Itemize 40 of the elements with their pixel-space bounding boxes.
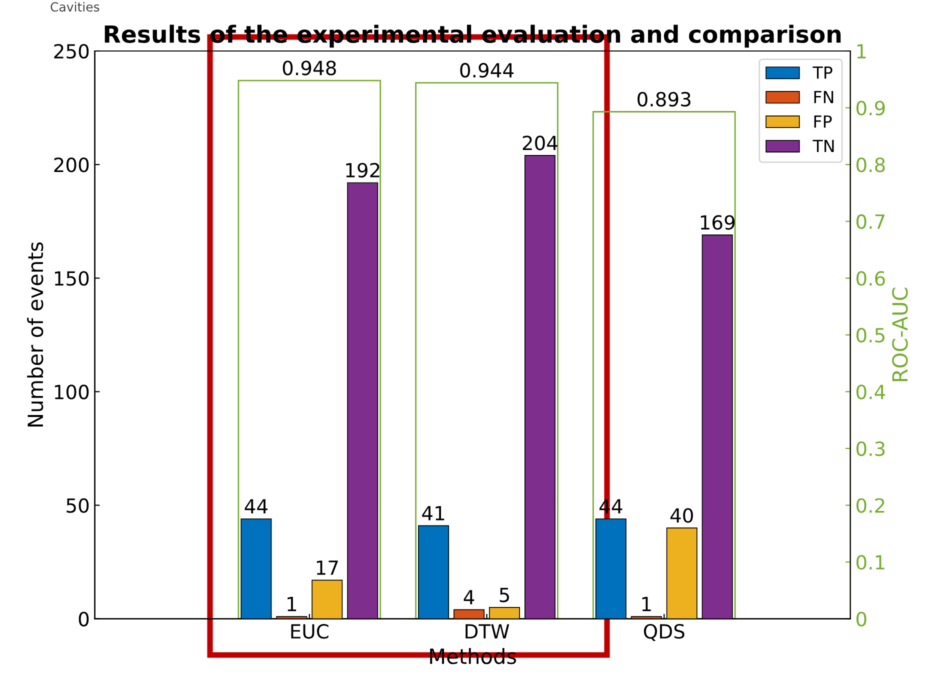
y-tick-label: 50: [66, 498, 89, 513]
data-label: 1: [642, 596, 651, 612]
data-label: 4: [464, 590, 474, 604]
x-tick-label: QDS: [644, 624, 684, 641]
y2-tick-label: 0.5: [856, 328, 884, 343]
y2-tick-label: 0.9: [856, 100, 885, 116]
legend-label: FN: [814, 90, 834, 104]
legend-label: FP: [814, 115, 832, 128]
y2-tick-label: 0: [856, 612, 866, 626]
data-label: 40: [670, 508, 693, 523]
y-tick-label: 100: [54, 384, 89, 400]
legend-label: TN: [812, 140, 834, 152]
data-label: 0.893: [638, 92, 690, 107]
data-label: 44: [244, 499, 268, 514]
y-tick-label: 0: [78, 612, 89, 626]
text: Cavities: [50, 2, 100, 12]
y2-tick-label: 0.3: [856, 441, 885, 456]
y-tick-label: 250: [54, 44, 89, 59]
data-label: 169: [700, 215, 735, 230]
y2-tick-label: 0.7: [856, 214, 884, 230]
y-tick-label: 200: [54, 158, 89, 172]
y2-tick-label: 0.1: [856, 554, 884, 570]
data-label: 0.944: [460, 62, 514, 78]
y2-tick-label: 1: [857, 44, 866, 58]
y2-tick-label: 0.2: [856, 498, 884, 513]
y-axis-title: Number of events: [27, 242, 44, 426]
data-label: 1: [288, 596, 296, 612]
data-label: 17: [316, 560, 338, 575]
y2-tick-label: 0.8: [856, 158, 885, 172]
x-tick-label: DTW: [466, 624, 510, 638]
legend-label: TP: [812, 66, 832, 79]
y2-axis-title: ROC-AUC: [892, 288, 908, 382]
data-label: 0.948: [282, 60, 336, 76]
data-label: 5: [500, 588, 509, 602]
y2-tick-label: 0.4: [856, 384, 886, 400]
x-tick-label: EUC: [291, 624, 328, 639]
y2-tick-label: 0.6: [856, 271, 885, 286]
data-label: 41: [422, 506, 444, 520]
data-label: 192: [346, 162, 380, 178]
y-tick-label: 150: [54, 271, 89, 286]
